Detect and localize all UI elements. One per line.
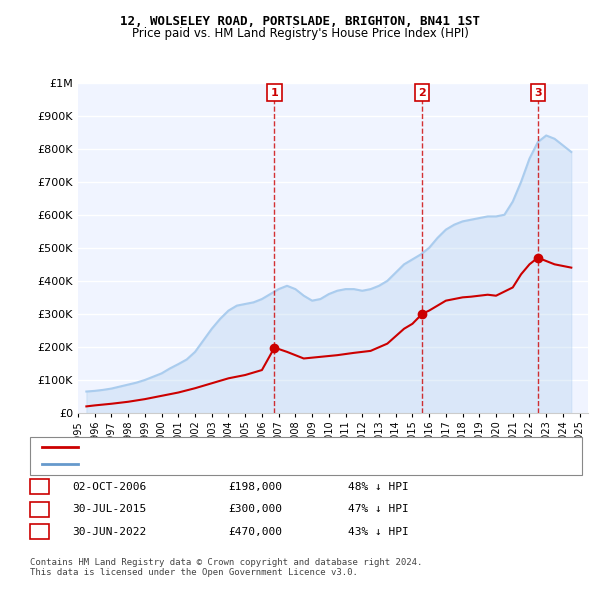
Text: HPI: Average price, detached house, Brighton and Hove: HPI: Average price, detached house, Brig… [84,459,415,469]
Text: 48% ↓ HPI: 48% ↓ HPI [348,482,409,491]
Text: £300,000: £300,000 [228,504,282,514]
Text: 2: 2 [36,504,43,514]
Text: 1: 1 [36,482,43,491]
Text: 3: 3 [36,527,43,536]
Text: Price paid vs. HM Land Registry's House Price Index (HPI): Price paid vs. HM Land Registry's House … [131,27,469,40]
Text: 2: 2 [418,87,426,97]
Text: 12, WOLSELEY ROAD, PORTSLADE, BRIGHTON, BN41 1ST: 12, WOLSELEY ROAD, PORTSLADE, BRIGHTON, … [120,15,480,28]
Text: £198,000: £198,000 [228,482,282,491]
Text: 30-JUN-2022: 30-JUN-2022 [72,527,146,536]
Text: 30-JUL-2015: 30-JUL-2015 [72,504,146,514]
Text: Contains HM Land Registry data © Crown copyright and database right 2024.
This d: Contains HM Land Registry data © Crown c… [30,558,422,577]
Text: £470,000: £470,000 [228,527,282,536]
Text: 3: 3 [534,87,542,97]
Text: 47% ↓ HPI: 47% ↓ HPI [348,504,409,514]
Text: 02-OCT-2006: 02-OCT-2006 [72,482,146,491]
Text: 43% ↓ HPI: 43% ↓ HPI [348,527,409,536]
Text: 12, WOLSELEY ROAD, PORTSLADE, BRIGHTON, BN41 1ST (detached house): 12, WOLSELEY ROAD, PORTSLADE, BRIGHTON, … [84,442,490,453]
Text: 1: 1 [271,87,278,97]
